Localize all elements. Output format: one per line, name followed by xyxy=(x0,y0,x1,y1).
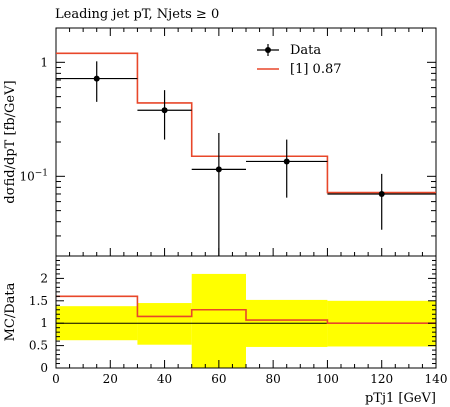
legend-data-label: Data xyxy=(290,43,321,58)
main-y-tick-label: 1 xyxy=(40,55,48,69)
ratio-y-tick-label: 1.5 xyxy=(29,294,48,308)
x-tick-label: 40 xyxy=(157,372,172,386)
data-point-marker xyxy=(93,75,100,82)
uncertainty-band-bin-2 xyxy=(137,303,192,345)
ratio-panel: 0 0.5 1 1.5 2 0 20 40 60 80 100 120 140 MC/Data pTj… xyxy=(3,255,448,406)
ratio-y-axis-label: MC/Data xyxy=(3,282,18,341)
x-tick-label: 60 xyxy=(211,372,226,386)
data-point-4 xyxy=(246,139,328,198)
data-point-1 xyxy=(56,61,138,102)
x-tick-label: 120 xyxy=(370,372,393,386)
x-tick-label: 100 xyxy=(316,372,339,386)
data-point-5 xyxy=(327,173,436,230)
ratio-y-tick-label: 2 xyxy=(40,271,48,285)
data-point-marker xyxy=(378,190,385,197)
main-panel: Leading jet pT, Njets ≥ 0 1 10−1 dσfid/dp… xyxy=(3,7,437,257)
chart-title: Leading jet pT, Njets ≥ 0 xyxy=(55,7,219,22)
ratio-y-tick-label: 0.5 xyxy=(29,339,48,353)
x-tick-label: 0 xyxy=(52,372,60,386)
data-point-marker xyxy=(283,158,290,165)
ratio-model-step-line xyxy=(56,295,436,324)
data-point-3 xyxy=(191,132,246,256)
x-tick-label: 20 xyxy=(103,372,118,386)
data-point-marker xyxy=(161,107,168,114)
main-y-axis-label: dσfid/dpT [fb/GeV] xyxy=(3,80,18,203)
data-point-2 xyxy=(137,90,192,140)
x-tick-label: 140 xyxy=(425,372,448,386)
ratio-y-tick-label: 0 xyxy=(40,361,48,375)
x-tick-label: 80 xyxy=(266,372,281,386)
legend: Data [1] 0.87 xyxy=(257,43,342,77)
legend-model-label: [1] 0.87 xyxy=(290,62,342,77)
main-plot-frame xyxy=(55,27,437,257)
data-point-marker xyxy=(215,166,222,173)
x-axis-label: pTj1 [GeV] xyxy=(365,391,436,406)
ratio-y-tick-label: 1 xyxy=(40,316,48,330)
main-y-tick-label: 10−1 xyxy=(19,168,48,183)
model-step-line xyxy=(56,52,436,194)
uncertainty-band-bin-3 xyxy=(191,273,246,368)
